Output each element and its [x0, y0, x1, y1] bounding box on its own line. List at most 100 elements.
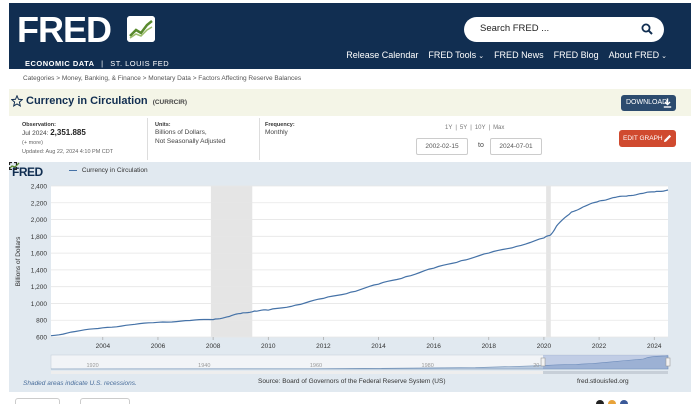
chart-fred-logo: FRED — [12, 165, 43, 179]
y-axis-label: Billions of Dollars — [15, 236, 22, 287]
logo-chart-icon — [127, 16, 155, 42]
y-tick-label: 1,200 — [31, 284, 48, 291]
chevron-down-icon: ⌄ — [661, 53, 667, 60]
observation-line: Jul 2024: 2,351.885 — [22, 129, 144, 138]
download-icon — [663, 98, 672, 108]
site-url[interactable]: fred.stlouisfed.org — [577, 378, 629, 385]
end-date-input[interactable]: 2024-07-01 — [490, 138, 542, 155]
navigator-handle-left[interactable] — [540, 357, 546, 367]
range-5y[interactable]: 5Y — [459, 125, 468, 131]
logo-text: FRED — [17, 9, 112, 50]
start-date-input[interactable]: 2002-02-15 — [416, 138, 468, 155]
edit-graph-label: EDIT GRAPH — [623, 135, 663, 142]
search-icon[interactable] — [641, 23, 653, 35]
navigator-scrollbar[interactable] — [51, 371, 668, 374]
range-max[interactable]: Max — [493, 125, 505, 131]
nav-item-release-calendar[interactable]: Release Calendar — [346, 50, 418, 60]
main-nav: Release Calendar FRED Tools ⌄ FRED News FRED… — [336, 50, 667, 60]
breadcrumb[interactable]: Categories > Money, Banking, & Finance >… — [23, 75, 302, 82]
frequency-label: Frequency: — [265, 122, 295, 128]
y-tick-label: 1,800 — [31, 234, 48, 241]
date-to-label: to — [478, 142, 484, 149]
bottom-tab-1[interactable] — [15, 398, 60, 404]
chevron-down-icon: ⌄ — [478, 53, 485, 60]
nav-item-fred-tools[interactable]: FRED Tools ⌄ — [428, 50, 484, 60]
nav-item-label: FRED Tools — [428, 50, 477, 60]
y-tick-label: 800 — [36, 318, 47, 325]
share-icon-2[interactable] — [608, 400, 616, 404]
fullscreen-icon[interactable] — [9, 162, 17, 170]
bottom-tab-2[interactable] — [80, 398, 130, 404]
x-tick-label: 2012 — [316, 343, 331, 350]
share-icon-1[interactable] — [596, 400, 604, 404]
range-10y[interactable]: 10Y — [474, 125, 486, 131]
legend-swatch — [69, 169, 77, 172]
more-link[interactable]: (+ more) — [22, 140, 43, 146]
x-tick-label: 2018 — [482, 343, 497, 350]
nav-item-fred-news[interactable]: FRED News — [494, 50, 544, 60]
x-tick-label: 2016 — [426, 343, 441, 350]
range-separator: | — [470, 125, 472, 131]
download-label: DOWNLOAD — [626, 99, 668, 106]
y-tick-label: 1,000 — [31, 301, 48, 308]
y-tick-label: 2,400 — [31, 184, 48, 191]
pencil-icon — [664, 134, 672, 142]
chart-panel: 600 800 1,000 1,200 1,400 1,600 1,800 2,000 2,20… — [9, 162, 691, 392]
units-line2: Not Seasonally Adjusted — [155, 138, 226, 145]
navigator-selection[interactable] — [543, 355, 668, 369]
x-tick-label: 2022 — [592, 343, 607, 350]
x-tick-label: 2024 — [647, 343, 662, 350]
navigator-tick-label: 1940 — [198, 363, 210, 369]
edit-graph-button[interactable]: EDIT GRAPH — [619, 130, 676, 147]
legend-label: Currency in Circulation — [81, 167, 148, 174]
x-tick-label: 2014 — [371, 343, 386, 350]
observation-date: Jul 2024: — [22, 130, 49, 137]
range-separator: | — [488, 125, 491, 131]
series-line-0 — [50, 189, 669, 337]
chart-legend: Currency in Circulation — [69, 167, 148, 174]
x-tick-label: 2020 — [537, 343, 552, 350]
nav-item-fred-blog[interactable]: FRED Blog — [554, 50, 599, 60]
y-tick-label: 2,000 — [31, 217, 48, 224]
chart-canvas[interactable]: 600 800 1,000 1,200 1,400 1,600 1,800 2,000 2,20… — [9, 162, 691, 392]
download-button[interactable]: DOWNLOAD — [621, 95, 676, 111]
source-text: Source: Board of Governors of the Federa… — [258, 378, 446, 385]
units-block: Units: Billions of Dollars, Not Seasonal… — [147, 118, 257, 160]
star-icon[interactable] — [11, 95, 23, 107]
nav-item-about-fred[interactable]: About FRED ⌄ — [609, 50, 667, 60]
y-tick-label: 1,600 — [31, 251, 48, 258]
navigator-area — [50, 355, 669, 370]
x-tick-label: 2010 — [261, 343, 276, 350]
recession-band — [546, 186, 551, 337]
series-metadata: Observation: Jul 2024: 2,351.885 (+ more… — [9, 118, 691, 160]
search-input[interactable]: Search FRED ... — [464, 17, 664, 42]
frequency-block: Frequency: Monthly — [259, 118, 359, 160]
range-1y[interactable]: 1Y — [445, 125, 453, 131]
share-icon-3[interactable] — [620, 400, 628, 404]
observation-block: Observation: Jul 2024: 2,351.885 (+ more… — [9, 118, 144, 160]
y-tick-label: 1,400 — [31, 267, 48, 274]
nav-item-label: About FRED — [608, 50, 660, 60]
frequency-value: Monthly — [265, 129, 288, 136]
series-title-bar: Currency in Circulation (CURRCIR) DOWNLO… — [9, 89, 691, 116]
x-tick-label: 2004 — [96, 343, 111, 350]
share-icons — [596, 400, 628, 404]
x-tick-label: 2008 — [206, 343, 221, 350]
units-line1: Billions of Dollars, — [155, 129, 207, 136]
logo-sub-left: ECONOMIC DATA — [25, 59, 95, 68]
nav-item-label: Release Calendar — [346, 50, 419, 60]
navigator-tick-label: 1980 — [422, 363, 434, 369]
nav-item-label: FRED Blog — [553, 50, 599, 60]
units-label: Units: — [155, 122, 171, 128]
navigator-handle-right[interactable] — [665, 357, 671, 367]
range-selector: 1Y | 5Y | 10Y | Max — [445, 125, 504, 131]
logo-subtitle: ECONOMIC DATA | ST. LOUIS FED — [25, 59, 169, 68]
navigator-tick-label: 1960 — [310, 363, 322, 369]
recession-band — [210, 186, 253, 337]
updated-text: Updated: Aug 22, 2024 4:10 PM CDT — [22, 149, 114, 155]
navigator-tick-label: 1920 — [87, 363, 99, 369]
navigator-tick-label: 20 — [533, 363, 539, 369]
logo-sub-sep: | — [101, 59, 104, 68]
navigator-scrollbar-thumb[interactable] — [543, 371, 668, 374]
